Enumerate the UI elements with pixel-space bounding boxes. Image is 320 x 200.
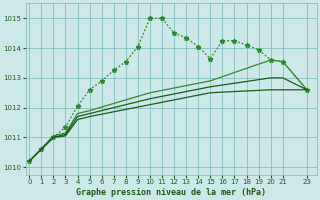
- X-axis label: Graphe pression niveau de la mer (hPa): Graphe pression niveau de la mer (hPa): [76, 188, 266, 197]
